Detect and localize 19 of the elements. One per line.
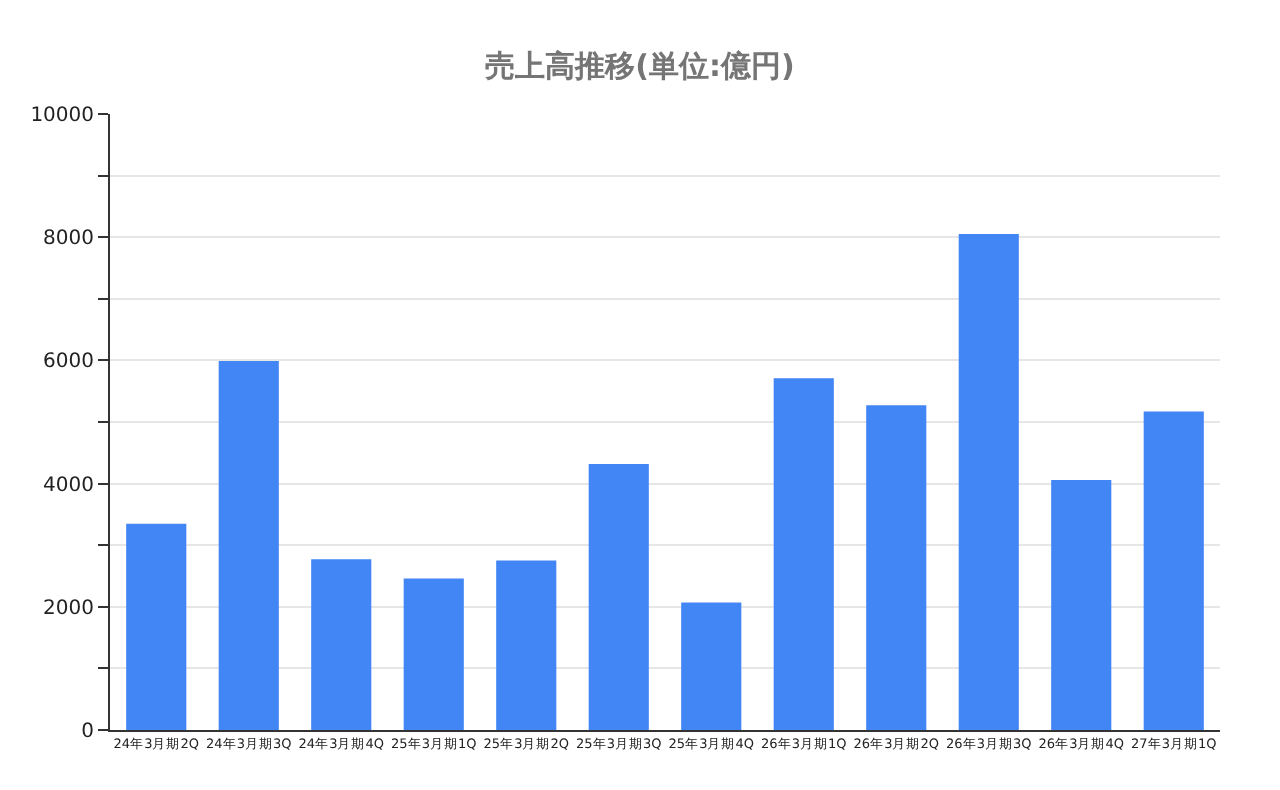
chart-title: 売上高推移(単位:億円) xyxy=(485,48,795,85)
y-tick-label: 10000 xyxy=(30,105,94,127)
bar xyxy=(496,560,557,730)
bar xyxy=(218,361,279,730)
bar xyxy=(403,578,464,730)
y-tick-label: 2000 xyxy=(43,597,94,620)
y-tick-label: 0 xyxy=(81,721,94,743)
bar xyxy=(1051,479,1112,730)
bar xyxy=(588,463,649,730)
bar xyxy=(681,602,742,730)
bar xyxy=(126,523,187,730)
bar xyxy=(773,378,834,730)
bar xyxy=(866,405,927,730)
bar xyxy=(1143,411,1204,730)
y-tick-label: 4000 xyxy=(43,474,94,497)
bar xyxy=(311,559,372,730)
y-tick-label: 8000 xyxy=(43,228,94,251)
bar xyxy=(958,234,1019,730)
y-tick-label: 6000 xyxy=(43,351,94,374)
